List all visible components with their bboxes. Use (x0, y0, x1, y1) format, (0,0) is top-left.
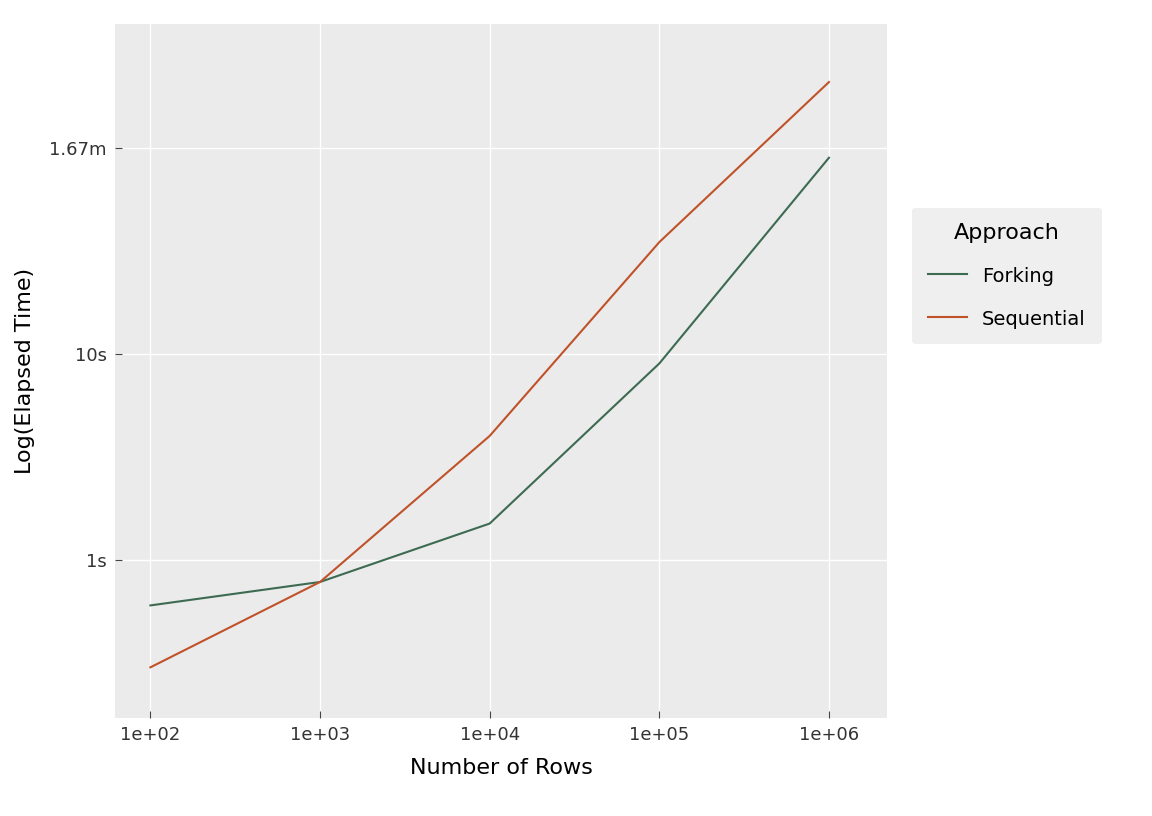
Line: Forking: Forking (151, 157, 829, 605)
Forking (483, 519, 497, 529)
Sequential (313, 577, 327, 587)
Sequential (652, 237, 666, 247)
Forking (823, 153, 836, 162)
Sequential (144, 663, 158, 672)
Sequential (823, 78, 836, 87)
Forking (144, 601, 158, 610)
X-axis label: Number of Rows: Number of Rows (410, 758, 592, 778)
Sequential (483, 431, 497, 441)
Line: Sequential: Sequential (151, 82, 829, 667)
Y-axis label: Log(Elapsed Time): Log(Elapsed Time) (15, 268, 36, 474)
Forking (313, 577, 327, 587)
Forking (652, 358, 666, 368)
Legend: Forking, Sequential: Forking, Sequential (912, 207, 1101, 344)
